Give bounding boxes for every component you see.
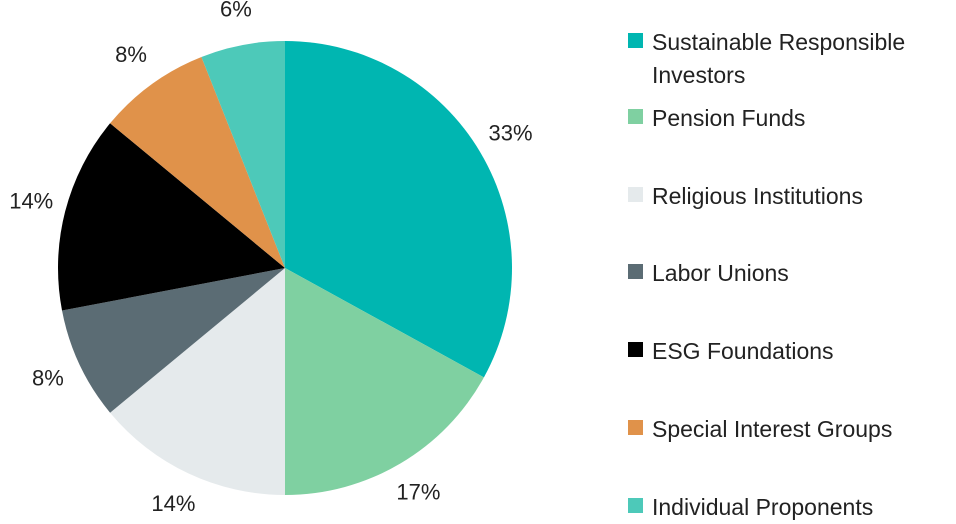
legend-swatch: [628, 109, 643, 124]
pie-slice: [62, 268, 285, 413]
pie-slice: [110, 56, 285, 269]
pie-slice: [58, 123, 285, 311]
data-label: 6%: [220, 0, 252, 21]
pie-slice: [201, 41, 285, 268]
legend-label: Individual Proponents: [652, 494, 874, 520]
legend-label: Religious Institutions: [652, 183, 863, 209]
legend-label: Special Interest Groups: [652, 416, 893, 442]
data-label: 8%: [32, 365, 64, 390]
legend-swatch: [628, 420, 643, 435]
data-label: 14%: [151, 491, 195, 516]
pie-slice: [285, 41, 513, 378]
legend-item: Pension Funds: [628, 102, 948, 135]
legend-item: Sustainable Responsible Investors: [628, 26, 948, 92]
legend-item: Labor Unions: [628, 257, 948, 290]
legend-label: Pension Funds: [652, 105, 806, 131]
pie-slice: [110, 268, 285, 495]
legend-label: Labor Unions: [652, 260, 789, 286]
legend-swatch: [628, 187, 643, 202]
legend-item: Religious Institutions: [628, 180, 948, 213]
legend-item: Individual Proponents: [628, 491, 948, 524]
chart: 33% 17% 14% 8% 14% 8% 6%: [9, 0, 532, 516]
legend-swatch: [628, 498, 643, 513]
legend-item: ESG Foundations: [628, 335, 948, 368]
data-label: 8%: [115, 42, 147, 67]
data-label: 14%: [9, 189, 53, 214]
data-label: 33%: [488, 120, 532, 145]
legend-label: ESG Foundations: [652, 338, 834, 364]
data-label: 17%: [396, 479, 440, 504]
pie-slice: [285, 268, 484, 495]
legend-item: Special Interest Groups: [628, 413, 948, 446]
legend-swatch: [628, 342, 643, 357]
legend-swatch: [628, 33, 643, 48]
legend-label: Sustainable Responsible Investors: [652, 29, 906, 88]
legend-swatch: [628, 264, 643, 279]
